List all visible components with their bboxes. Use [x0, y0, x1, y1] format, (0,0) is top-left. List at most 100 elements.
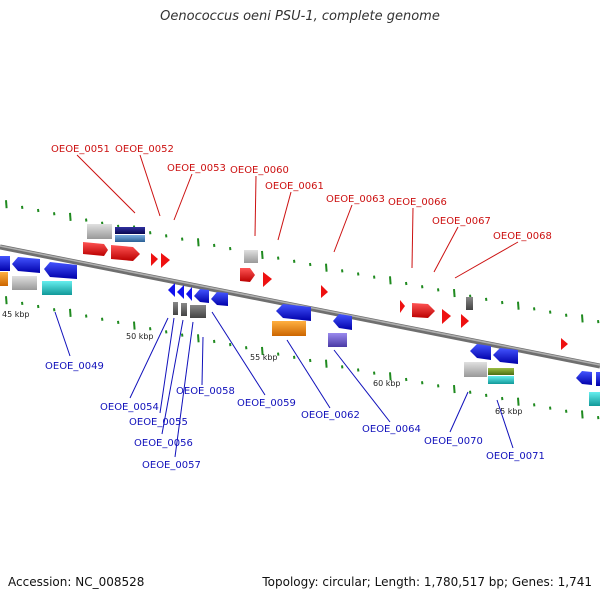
leader-line — [411, 207, 414, 269]
leader-line — [54, 311, 71, 357]
gene-feature[interactable] — [240, 268, 255, 282]
gene-feature[interactable] — [442, 309, 451, 324]
leader-line — [129, 317, 169, 399]
leader-line — [159, 317, 175, 414]
leader-line — [286, 339, 331, 409]
gene-label-oeoe-0062[interactable]: OEOE_0062 — [301, 410, 360, 421]
gene-feature[interactable] — [44, 262, 77, 279]
gene-label-oeoe-0061[interactable]: OEOE_0061 — [265, 181, 324, 192]
reverse-gene-label-texts: OEOE_0049 OEOE_0054 OEOE_0055 OEOE_0056 … — [45, 361, 545, 471]
gene-feature[interactable] — [12, 276, 37, 290]
gene-feature[interactable] — [561, 338, 568, 350]
gene-feature[interactable] — [173, 302, 178, 315]
gene-feature[interactable] — [412, 303, 435, 318]
gene-feature[interactable] — [276, 304, 311, 321]
gene-feature[interactable] — [576, 371, 592, 385]
gene-label-oeoe-0055[interactable]: OEOE_0055 — [129, 417, 188, 428]
gene-feature[interactable] — [190, 305, 206, 318]
scale-tick — [5, 200, 8, 209]
genome-backbone-highlight — [0, 245, 600, 366]
leader-line — [211, 311, 266, 396]
scale-label-60: 60 kbp — [373, 379, 401, 388]
gene-feature[interactable] — [333, 314, 352, 330]
leader-line — [496, 399, 514, 449]
scale-tick — [5, 296, 8, 305]
gene-feature[interactable] — [466, 297, 473, 310]
gene-feature[interactable] — [0, 256, 10, 271]
gene-feature[interactable] — [186, 287, 192, 301]
leader-line — [277, 191, 292, 241]
gene-label-oeoe-0064[interactable]: OEOE_0064 — [362, 424, 421, 435]
gene-label-oeoe-0054[interactable]: OEOE_0054 — [100, 402, 159, 413]
gene-feature[interactable] — [461, 314, 469, 328]
leader-line — [333, 349, 391, 423]
gene-feature[interactable] — [488, 376, 514, 384]
gene-label-oeoe-0067[interactable]: OEOE_0067 — [432, 216, 491, 227]
gene-feature[interactable] — [211, 292, 228, 306]
scale-tick — [197, 334, 200, 343]
topology-text: Topology: circular; Length: 1,780,517 bp… — [262, 575, 592, 589]
gene-label-oeoe-0059[interactable]: OEOE_0059 — [237, 398, 296, 409]
gene-feature[interactable] — [493, 348, 518, 364]
leader-line — [139, 154, 161, 217]
scale-tick — [581, 410, 584, 419]
reverse-gene-labels — [54, 311, 514, 458]
gene-label-oeoe-0058[interactable]: OEOE_0058 — [176, 386, 235, 397]
gene-feature[interactable] — [328, 333, 347, 347]
gene-label-oeoe-0051[interactable]: OEOE_0051 — [51, 144, 110, 155]
scale-tick — [325, 263, 328, 272]
map-title: Oenococcus oeni PSU-1, complete genome — [160, 9, 440, 24]
gene-label-oeoe-0049[interactable]: OEOE_0049 — [45, 361, 104, 372]
gene-feature[interactable] — [181, 303, 187, 316]
gene-feature[interactable] — [194, 289, 209, 303]
reverse-genes — [0, 256, 600, 406]
gene-label-oeoe-0060[interactable]: OEOE_0060 — [230, 165, 289, 176]
gene-label-oeoe-0057[interactable]: OEOE_0057 — [142, 460, 201, 471]
gene-feature[interactable] — [42, 281, 72, 295]
gene-feature[interactable] — [111, 245, 140, 261]
leader-line — [173, 173, 193, 221]
gene-feature[interactable] — [83, 242, 108, 256]
scale-tick — [389, 276, 392, 285]
gene-feature[interactable] — [321, 285, 328, 298]
gene-label-oeoe-0070[interactable]: OEOE_0070 — [424, 436, 483, 447]
gene-feature[interactable] — [87, 224, 112, 239]
leader-line — [333, 204, 353, 253]
gene-label-oeoe-0071[interactable]: OEOE_0071 — [486, 451, 545, 462]
gene-feature[interactable] — [470, 344, 491, 360]
leader-line — [76, 154, 136, 214]
gene-feature[interactable] — [400, 300, 405, 313]
scale-tick — [69, 308, 72, 317]
gene-label-oeoe-0063[interactable]: OEOE_0063 — [326, 194, 385, 205]
gene-feature[interactable] — [488, 368, 514, 375]
gene-label-oeoe-0068[interactable]: OEOE_0068 — [493, 231, 552, 242]
gene-feature[interactable] — [464, 362, 487, 377]
gene-feature[interactable] — [12, 257, 40, 273]
gene-label-oeoe-0052[interactable]: OEOE_0052 — [115, 144, 174, 155]
gene-feature[interactable] — [589, 392, 600, 406]
gene-feature[interactable] — [244, 250, 258, 263]
gene-label-oeoe-0053[interactable]: OEOE_0053 — [167, 163, 226, 174]
gene-feature[interactable] — [596, 372, 600, 386]
scale-tick — [325, 359, 328, 368]
gene-feature[interactable] — [0, 272, 8, 286]
gene-feature[interactable] — [115, 235, 145, 242]
gene-feature[interactable] — [177, 285, 184, 299]
gene-feature[interactable] — [263, 272, 272, 287]
gene-feature[interactable] — [151, 253, 158, 266]
scale-tick — [69, 212, 72, 221]
scale-tick — [517, 397, 520, 406]
gene-feature[interactable] — [168, 283, 175, 297]
leader-line — [201, 336, 204, 386]
leader-line — [454, 241, 519, 279]
gene-feature[interactable] — [161, 253, 170, 268]
leader-line — [449, 391, 469, 433]
leader-line — [254, 175, 257, 237]
gene-label-oeoe-0066[interactable]: OEOE_0066 — [388, 197, 447, 208]
gene-label-oeoe-0056[interactable]: OEOE_0056 — [134, 438, 193, 449]
scale-labels: 45 kbp 50 kbp 55 kbp 60 kbp 65 kbp — [2, 310, 523, 416]
scale-tick — [261, 250, 264, 260]
gene-feature[interactable] — [115, 227, 145, 234]
gene-feature[interactable] — [272, 321, 306, 336]
